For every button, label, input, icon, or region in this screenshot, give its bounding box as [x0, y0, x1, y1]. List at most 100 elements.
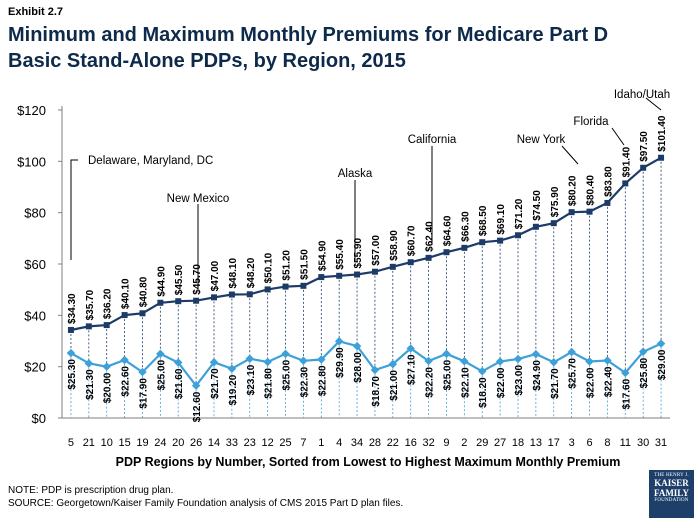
max-premium-point	[568, 209, 575, 216]
max-premium-point	[497, 237, 504, 244]
x-category-label: 16	[405, 437, 417, 449]
max-premium-label: $69.10	[496, 204, 507, 235]
chart-title-line-2: Basic Stand-Alone PDPs, by Region, 2015	[8, 50, 406, 72]
y-tick-label: $100	[17, 154, 46, 169]
min-premium-label: $25.70	[568, 358, 579, 389]
x-category-label: 25	[279, 437, 291, 449]
x-category-label: 6	[586, 437, 592, 449]
min-premium-point	[84, 359, 94, 368]
x-category-labels: 5 21 10 15 19 24 20 26 14 33 23 12 25 7 1 4 34 28 22 16 32 9 2…	[68, 437, 667, 449]
x-category-label: 14	[208, 437, 220, 449]
min-premium-label: $20.00	[103, 372, 114, 403]
max-premium-label: $91.40	[621, 146, 632, 177]
min-premium-point	[513, 354, 523, 364]
max-premium-label: $40.10	[121, 278, 132, 309]
footer-note: NOTE: PDP is prescription drug plan.	[8, 485, 174, 496]
x-category-label: 5	[68, 437, 74, 449]
x-category-label: 26	[190, 437, 202, 449]
min-premium-point	[299, 356, 308, 366]
max-premium-point	[640, 164, 647, 171]
y-tick-label: $80	[24, 206, 46, 221]
max-premium-point	[550, 220, 557, 227]
min-premium-point	[263, 357, 272, 367]
max-premium-label: $50.10	[264, 252, 275, 283]
max-premium-label: $80.40	[586, 175, 597, 206]
region-annotation: Florida	[573, 116, 609, 128]
max-premium-point	[515, 232, 521, 239]
x-category-label: 19	[136, 437, 148, 449]
min-premium-point	[66, 348, 76, 358]
x-category-label: 2	[461, 437, 467, 449]
x-category-label: 34	[351, 437, 363, 449]
max-premium-label: $51.50	[299, 249, 310, 280]
min-premium-point	[227, 364, 237, 373]
y-tick-label: $40	[24, 308, 46, 323]
min-premium-label: $28.00	[353, 352, 364, 383]
x-category-label: 27	[494, 437, 506, 449]
min-premium-point	[138, 367, 147, 377]
footer-source: SOURCE: Georgetown/Kaiser Family Foundat…	[8, 498, 404, 509]
logo-line-4: FOUNDATION	[654, 498, 689, 503]
x-category-label: 23	[244, 437, 256, 449]
max-premium-label: $57.00	[371, 235, 382, 266]
max-premium-label: $62.40	[425, 221, 436, 252]
max-premium-label: $36.20	[103, 288, 114, 319]
min-premium-point	[638, 347, 648, 357]
max-premium-point	[461, 244, 468, 251]
chart-title-line-1: Minimum and Maximum Monthly Premiums for…	[8, 24, 609, 46]
x-category-label: 31	[655, 437, 667, 449]
min-premium-point	[495, 357, 505, 366]
min-premium-point	[585, 357, 594, 366]
min-premium-point	[173, 358, 183, 367]
drop-lines	[70, 157, 662, 418]
max-premium-point	[389, 263, 396, 270]
min-premium-label: $29.90	[335, 347, 346, 378]
max-premium-point	[622, 180, 629, 187]
x-category-label: 28	[369, 437, 381, 449]
max-premium-point	[103, 322, 110, 329]
max-premium-label: $68.50	[478, 205, 489, 236]
min-premium-point	[424, 356, 433, 366]
max-premium-point	[193, 297, 200, 304]
min-premium-point	[656, 339, 666, 348]
x-category-label: 18	[512, 437, 524, 449]
min-premium-label: $19.20	[228, 374, 239, 405]
min-premium-label: $27.10	[407, 354, 418, 385]
x-category-label: 9	[443, 437, 449, 449]
max-premium-line	[70, 156, 662, 332]
data-labels: $34.30 $25.30 $35.70 $21.30 $36.20 $20.00 $40.…	[67, 115, 668, 422]
max-premium-label: $35.70	[85, 289, 96, 320]
max-premium-point	[300, 282, 307, 289]
min-premium-point	[352, 341, 362, 351]
x-category-label: 1	[318, 437, 324, 449]
x-category-label: 32	[422, 437, 434, 449]
y-tick-label: $60	[24, 257, 46, 272]
min-premium-label: $18.20	[478, 377, 489, 408]
min-premium-label: $17.90	[138, 378, 149, 409]
min-premium-label: $22.40	[603, 366, 614, 397]
exhibit-label: Exhibit 2.7	[8, 6, 64, 18]
max-premium-point	[532, 223, 539, 230]
max-premium-label: $44.90	[156, 266, 167, 297]
chart-axes	[58, 106, 670, 419]
series-lines	[70, 156, 662, 388]
region-annotations: Delaware, Maryland, DC New Mexico Alaska Ca…	[70, 89, 670, 288]
max-premium-point	[85, 323, 92, 330]
min-premium-label: $25.00	[156, 359, 167, 390]
max-premium-label: $75.90	[550, 186, 561, 217]
min-premium-label: $21.30	[85, 369, 96, 400]
min-premium-point	[621, 368, 630, 378]
min-premium-point	[281, 349, 290, 359]
y-tick-label: $0	[32, 411, 46, 426]
x-category-label: 13	[530, 437, 542, 449]
max-premium-label: $83.80	[603, 166, 614, 197]
max-premium-label: $80.20	[568, 175, 579, 206]
max-premium-label: $54.90	[317, 240, 328, 271]
kff-logo: THE HENRY J. KAISER FAMILY FOUNDATION	[649, 470, 694, 518]
annotation-leader	[611, 127, 625, 146]
max-premium-point	[228, 291, 235, 298]
min-premium-point	[370, 365, 380, 375]
x-category-label: 29	[476, 437, 488, 449]
x-category-label: 8	[604, 437, 610, 449]
